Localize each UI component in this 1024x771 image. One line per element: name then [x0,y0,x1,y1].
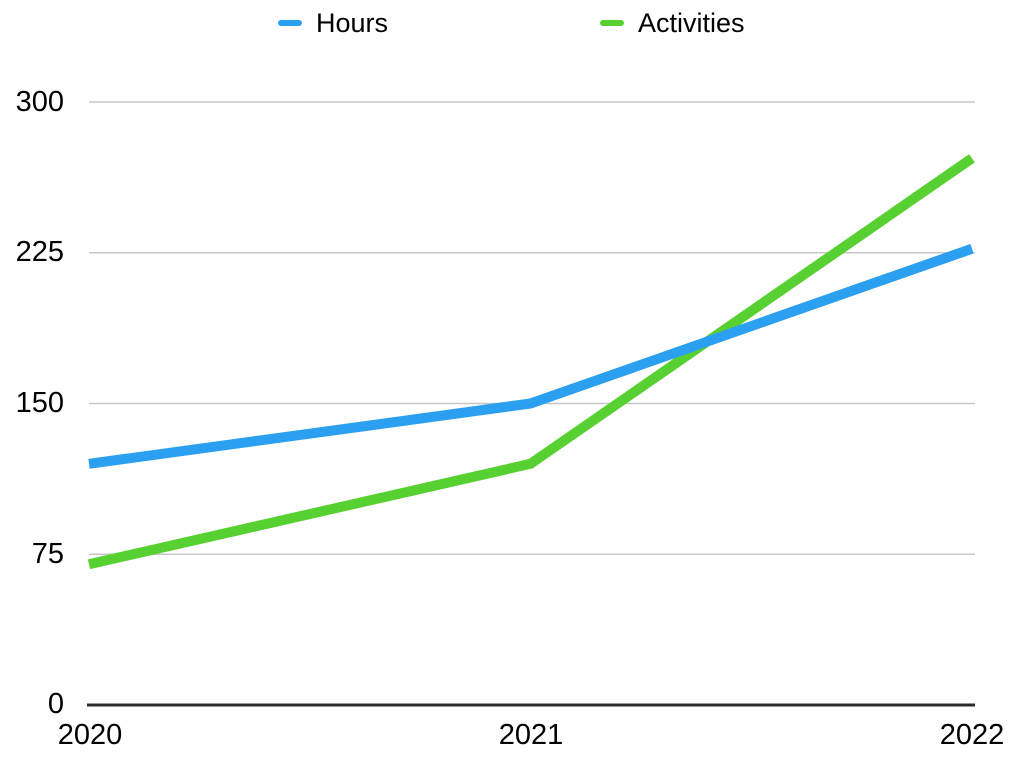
legend-item-hours: Hours [278,8,388,38]
legend-label-hours: Hours [316,8,389,38]
x-axis-tick-label: 2020 [57,719,123,751]
legend-label-activities: Activities [638,8,745,38]
series-line-activities [87,154,975,570]
legend-item-activities: Activities [600,8,745,38]
series-line-hours [88,244,974,469]
hours-series-swatch-icon [278,20,302,26]
x-axis-tick-label: 2022 [939,719,1005,751]
y-axis-tick-label: 0 [47,688,64,720]
y-axis-tick-label: 300 [15,86,64,118]
series-lines [87,154,975,570]
activities-series-swatch-icon [600,20,624,26]
y-axis-tick-label: 75 [31,538,64,570]
x-axis-tick-label: 2021 [498,719,564,751]
gridlines [89,101,975,555]
y-axis-tick-label: 150 [15,387,64,419]
y-axis-tick-label: 225 [15,236,64,268]
